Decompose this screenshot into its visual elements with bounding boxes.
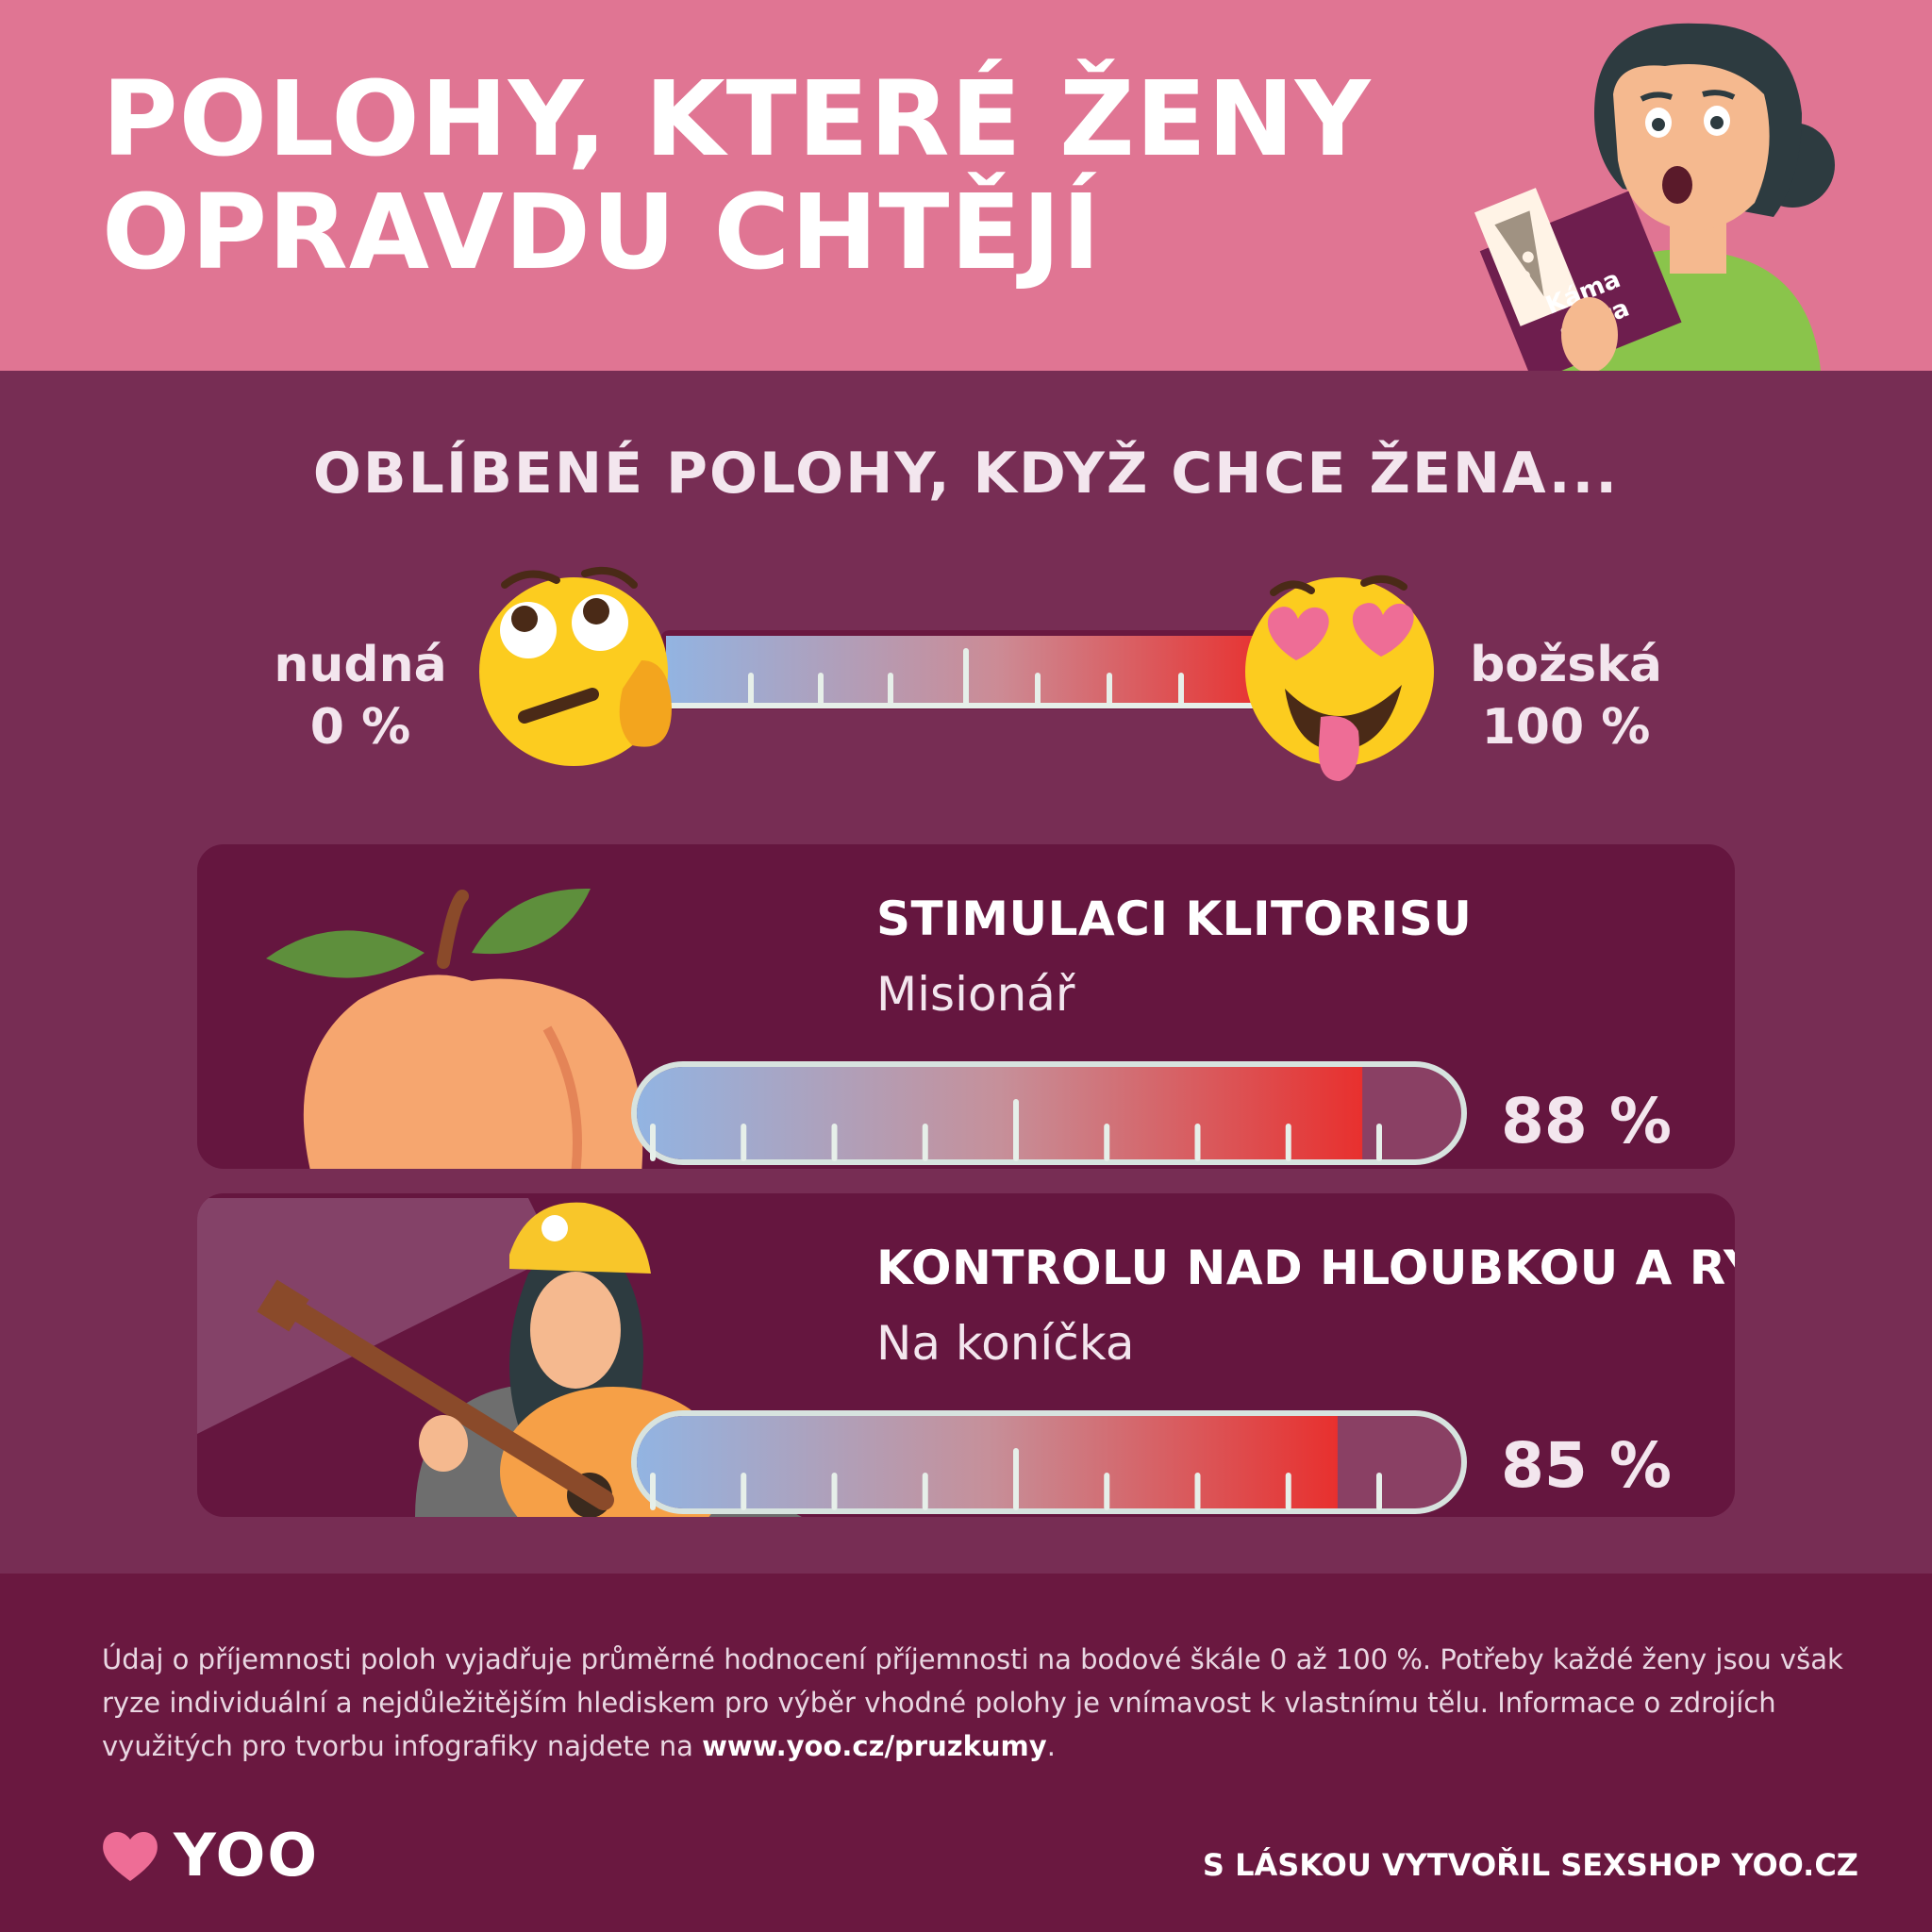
result-card-2: KONTROLU NAD HLOUBKOU A RYTMEM Na koníčk… [197, 1193, 1735, 1517]
footer-note: Údaj o příjemnosti poloh vyjadřuje průmě… [102, 1638, 1847, 1768]
title-line-1: POLOHY, KTERÉ ŽENY [102, 58, 1372, 179]
footer-link[interactable]: www.yoo.cz/pruzkumy [702, 1730, 1047, 1762]
page-title: POLOHY, KTERÉ ŽENY OPRAVDU CHTĚJÍ [102, 62, 1372, 289]
card-2-heading: KONTROLU NAD HLOUBKOU A RYTMEM [876, 1241, 1735, 1295]
scale-right-value: 100 % [1481, 699, 1651, 756]
scale-left-text: nudná [274, 637, 447, 693]
scale-right-label: božská 100 % [1453, 634, 1679, 758]
card-1-value-label: 88 % [1501, 1085, 1672, 1158]
title-line-2: OPRAVDU CHTĚJÍ [102, 172, 1102, 292]
chart-subtitle: OBLÍBENÉ POLOHY, KDYŽ CHCE ŽENA... [312, 441, 1620, 507]
logo-text: YOO [174, 1821, 320, 1890]
woman-reading-icon: Káma sútra [1474, 23, 1835, 371]
card-2-value-label: 85 % [1501, 1429, 1672, 1502]
footer-credit: S LÁSKOU VYTVOŘIL SEXSHOP YOO.CZ [1202, 1847, 1858, 1883]
result-card-1: STIMULACI KLITORISU Misionář 88 % [197, 844, 1735, 1169]
scale-right-text: božská [1470, 637, 1662, 693]
footer-note-text: Údaj o příjemnosti poloh vyjadřuje průmě… [102, 1643, 1843, 1762]
card-1-position: Misionář [876, 967, 1075, 1022]
footer-note-end: . [1046, 1730, 1056, 1762]
heart-icon [103, 1831, 158, 1881]
yoo-logo[interactable]: YOO [100, 1821, 319, 1890]
scale-left-label: nudná 0 % [257, 634, 464, 758]
header: POLOHY, KTERÉ ŽENY OPRAVDU CHTĚJÍ [0, 0, 1932, 371]
scale-left-value: 0 % [309, 699, 411, 756]
card-1-heading: STIMULACI KLITORISU [876, 891, 1473, 946]
card-2-position: Na koníčka [876, 1316, 1135, 1371]
